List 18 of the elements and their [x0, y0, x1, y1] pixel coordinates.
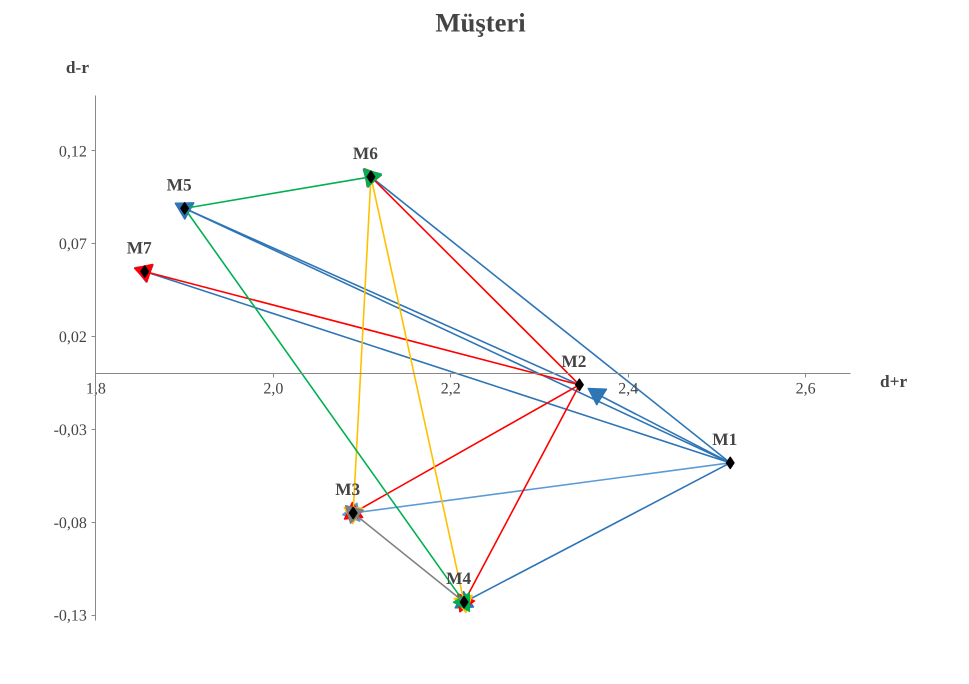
- x-tick-label: 2,6: [796, 380, 816, 398]
- y-tick-label: -0,03: [54, 422, 87, 439]
- y-tick-label: 0,07: [58, 236, 87, 254]
- x-tick-label: 2,0: [263, 380, 284, 398]
- y-tick-label: 0,12: [58, 143, 87, 160]
- y-axis-title: d-r: [66, 58, 90, 78]
- chart-title: Müşteri: [435, 8, 526, 38]
- y-tick-label: -0,08: [54, 514, 87, 532]
- x-tick-label: 2,2: [440, 380, 461, 398]
- y-tick-label: -0,13: [54, 608, 87, 625]
- annotation: M2: [561, 352, 586, 371]
- x-tick-label: 2,4: [618, 380, 638, 398]
- annotation: M6: [352, 144, 378, 163]
- annotation: M7: [126, 238, 152, 258]
- annotation: M5: [166, 175, 192, 194]
- x-axis-title: d+r: [880, 372, 908, 392]
- y-tick-label: 0,02: [58, 329, 87, 346]
- annotation: M1: [712, 430, 738, 449]
